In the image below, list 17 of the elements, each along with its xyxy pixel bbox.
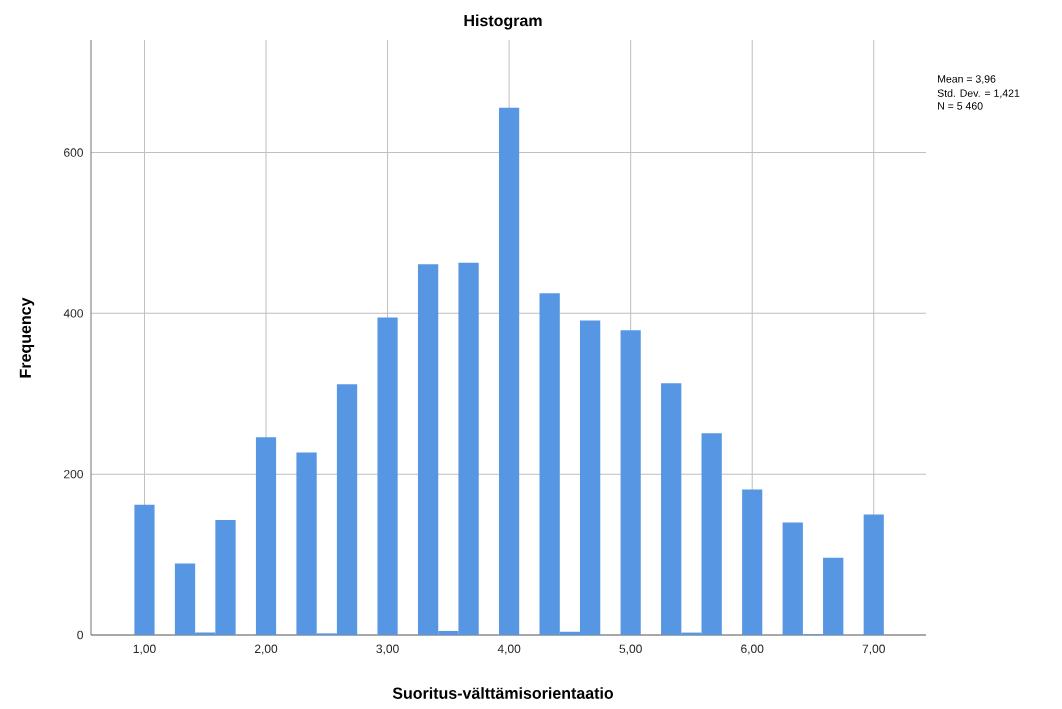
x-tick-label: 3,00 [376,644,399,655]
y-tick-label: 400 [63,309,83,318]
text: Std. Dev. = 1,421 [937,89,1020,99]
x-tick-label: 2,00 [254,644,278,655]
y-axis-title: Frequency [19,297,35,378]
y-tick-label: 600 [64,148,83,157]
x-tick-label: 5,00 [619,644,642,655]
x-tick-label: 1,00 [133,644,156,655]
y-tick-label: 0 [77,630,84,640]
text: N = 5 460 [938,102,983,110]
x-tick-label: 4,00 [497,644,521,655]
x-tick-label: 7,00 [862,644,885,655]
x-axis-title: Suoritus-välttämisorientaatio [392,687,614,699]
chart-title: Histogram [464,14,542,30]
x-tick-label: 6,00 [741,644,764,655]
y-tick-label: 200 [64,469,83,479]
text: Mean = 3,96 [938,75,996,84]
